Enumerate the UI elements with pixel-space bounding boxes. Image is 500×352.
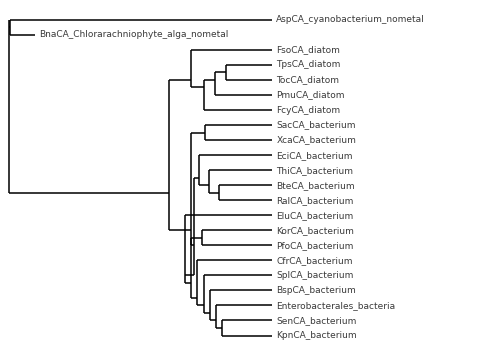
- Text: PmuCA_diatom: PmuCA_diatom: [276, 90, 345, 100]
- Text: AspCA_cyanobacterium_nometal: AspCA_cyanobacterium_nometal: [276, 15, 425, 24]
- Text: TpsCA_diatom: TpsCA_diatom: [276, 61, 340, 69]
- Text: ThiCA_bacterium: ThiCA_bacterium: [276, 166, 353, 175]
- Text: RalCA_bacterium: RalCA_bacterium: [276, 196, 353, 205]
- Text: SenCA_bacterium: SenCA_bacterium: [276, 316, 356, 325]
- Text: EluCA_bacterium: EluCA_bacterium: [276, 211, 353, 220]
- Text: BspCA_bacterium: BspCA_bacterium: [276, 286, 356, 295]
- Text: FcyCA_diatom: FcyCA_diatom: [276, 106, 340, 114]
- Text: Enterobacterales_bacteria: Enterobacterales_bacteria: [276, 301, 396, 310]
- Text: XcaCA_bacterium: XcaCA_bacterium: [276, 136, 356, 145]
- Text: KpnCA_bacterium: KpnCA_bacterium: [276, 331, 357, 340]
- Text: SacCA_bacterium: SacCA_bacterium: [276, 121, 356, 130]
- Text: EciCA_bacterium: EciCA_bacterium: [276, 151, 353, 160]
- Text: FsoCA_diatom: FsoCA_diatom: [276, 45, 340, 55]
- Text: SplCA_bacterium: SplCA_bacterium: [276, 271, 353, 280]
- Text: BteCA_bacterium: BteCA_bacterium: [276, 181, 355, 190]
- Text: TocCA_diatom: TocCA_diatom: [276, 75, 340, 84]
- Text: KorCA_bacterium: KorCA_bacterium: [276, 226, 354, 235]
- Text: BnaCA_Chlorarachniophyte_alga_nometal: BnaCA_Chlorarachniophyte_alga_nometal: [39, 30, 228, 39]
- Text: CfrCA_bacterium: CfrCA_bacterium: [276, 256, 353, 265]
- Text: PfoCA_bacterium: PfoCA_bacterium: [276, 241, 353, 250]
